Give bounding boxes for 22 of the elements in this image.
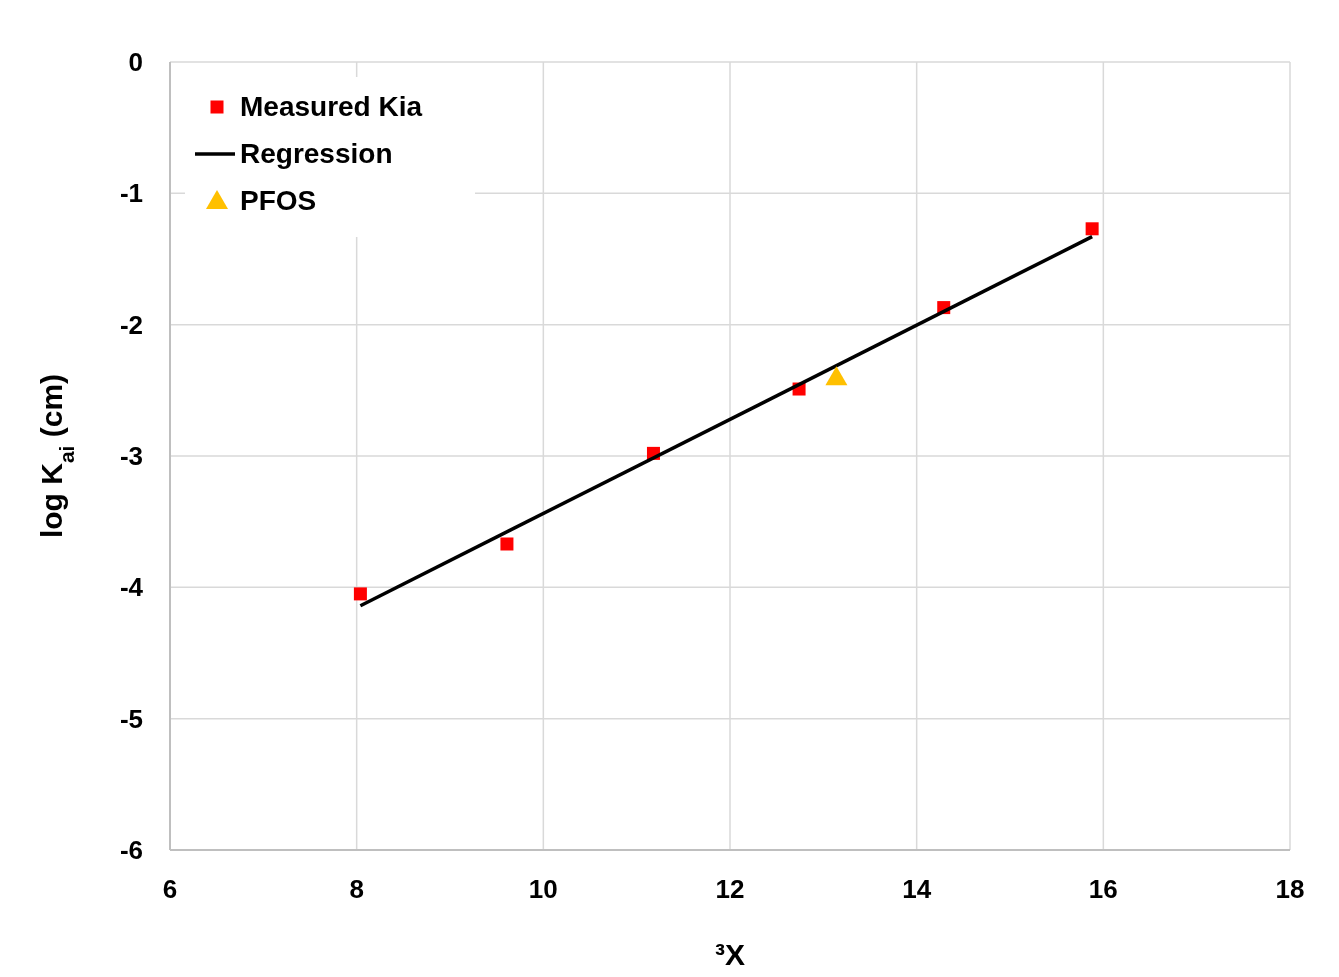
- x-axis-title: ³X: [715, 938, 745, 971]
- x-tick-label: 8: [349, 874, 364, 904]
- legend-label: Measured Kia: [240, 91, 423, 122]
- x-tick-label: 18: [1275, 874, 1305, 904]
- y-tick-label: -1: [119, 178, 143, 209]
- y-tick-label: 0: [128, 47, 143, 77]
- point: [353, 587, 367, 601]
- point: [1085, 222, 1099, 236]
- x-tick-label: 12: [715, 874, 745, 904]
- y-tick-label: -3: [119, 441, 143, 471]
- y-tick-label: -4: [119, 572, 144, 603]
- x-tick-label: 6: [162, 874, 178, 904]
- legend-label: Regression: [240, 138, 393, 169]
- y-tick-label: -6: [119, 835, 143, 865]
- point: [825, 366, 848, 386]
- x-tick-label: 16: [1088, 874, 1118, 904]
- legend-label: PFOS: [240, 185, 317, 216]
- y-tick-label: -2: [119, 309, 143, 340]
- point: [500, 537, 514, 551]
- x-tick-label: 14: [902, 874, 932, 904]
- x-tick-label: 10: [528, 874, 558, 904]
- y-tick-label: -5: [119, 703, 143, 734]
